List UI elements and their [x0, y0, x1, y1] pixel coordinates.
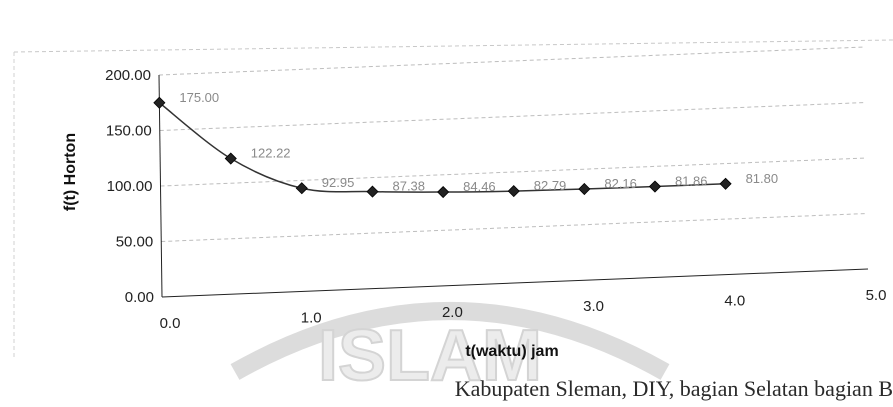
y-axis-title: f(t) Horton [62, 133, 79, 211]
data-point-marker [437, 185, 450, 199]
data-labels: 175.00 122.22 92.95 87.38 84.46 82.79 82.16 81.… [179, 90, 778, 194]
y-tick-label: 50.00 [116, 234, 154, 251]
data-label: 81.80 [746, 171, 779, 186]
x-tick-label: 1.0 [301, 309, 322, 326]
data-point-marker [507, 185, 520, 198]
gridlines [158, 46, 868, 242]
gridline [158, 46, 866, 76]
data-label: 84.46 [463, 179, 496, 194]
x-tick-label: 4.0 [724, 293, 745, 310]
data-label: 82.16 [604, 176, 637, 191]
chart-frame [13, 39, 893, 360]
gridline [161, 213, 868, 242]
data-point-marker [578, 182, 591, 196]
series-line [158, 102, 726, 193]
data-point-marker [366, 185, 379, 198]
data-point-marker [153, 96, 166, 109]
x-tick-label: 2.0 [442, 304, 463, 321]
y-tick-label: 100.00 [107, 178, 153, 195]
data-label: 92.95 [322, 175, 355, 190]
data-label: 87.38 [392, 179, 425, 194]
watermark: ISLAM [230, 302, 670, 397]
series-markers [153, 96, 732, 199]
y-tick-label: 150.00 [106, 123, 152, 140]
data-label: 122.22 [251, 146, 291, 161]
x-tick-label: 0.0 [160, 315, 181, 332]
data-point-marker [295, 182, 308, 195]
x-axis-title: t(waktu) jam [465, 343, 558, 360]
data-label: 81.86 [675, 174, 708, 189]
y-tick-labels: 0.00 50.00 100.00 150.00 200.00 [105, 67, 154, 306]
data-label: 82.79 [534, 178, 567, 193]
gridline [160, 157, 867, 187]
x-axis-line [161, 268, 869, 298]
y-tick-label: 200.00 [105, 67, 151, 84]
y-axis-line [158, 74, 163, 298]
x-tick-label: 5.0 [866, 287, 887, 304]
watermark-text: ISLAM [318, 316, 542, 396]
y-tick-label: 0.00 [125, 289, 154, 306]
data-point-marker [224, 152, 237, 165]
data-point-marker [719, 177, 732, 190]
x-tick-labels: 0.0 1.0 2.0 3.0 4.0 5.0 [160, 287, 887, 332]
axes [158, 74, 869, 298]
data-point-marker [648, 180, 662, 193]
x-tick-label: 3.0 [583, 298, 604, 315]
gridline [159, 102, 866, 131]
data-label: 175.00 [179, 90, 219, 105]
caption-text: Kabupaten Sleman, DIY, bagian Selatan ba… [455, 376, 893, 401]
